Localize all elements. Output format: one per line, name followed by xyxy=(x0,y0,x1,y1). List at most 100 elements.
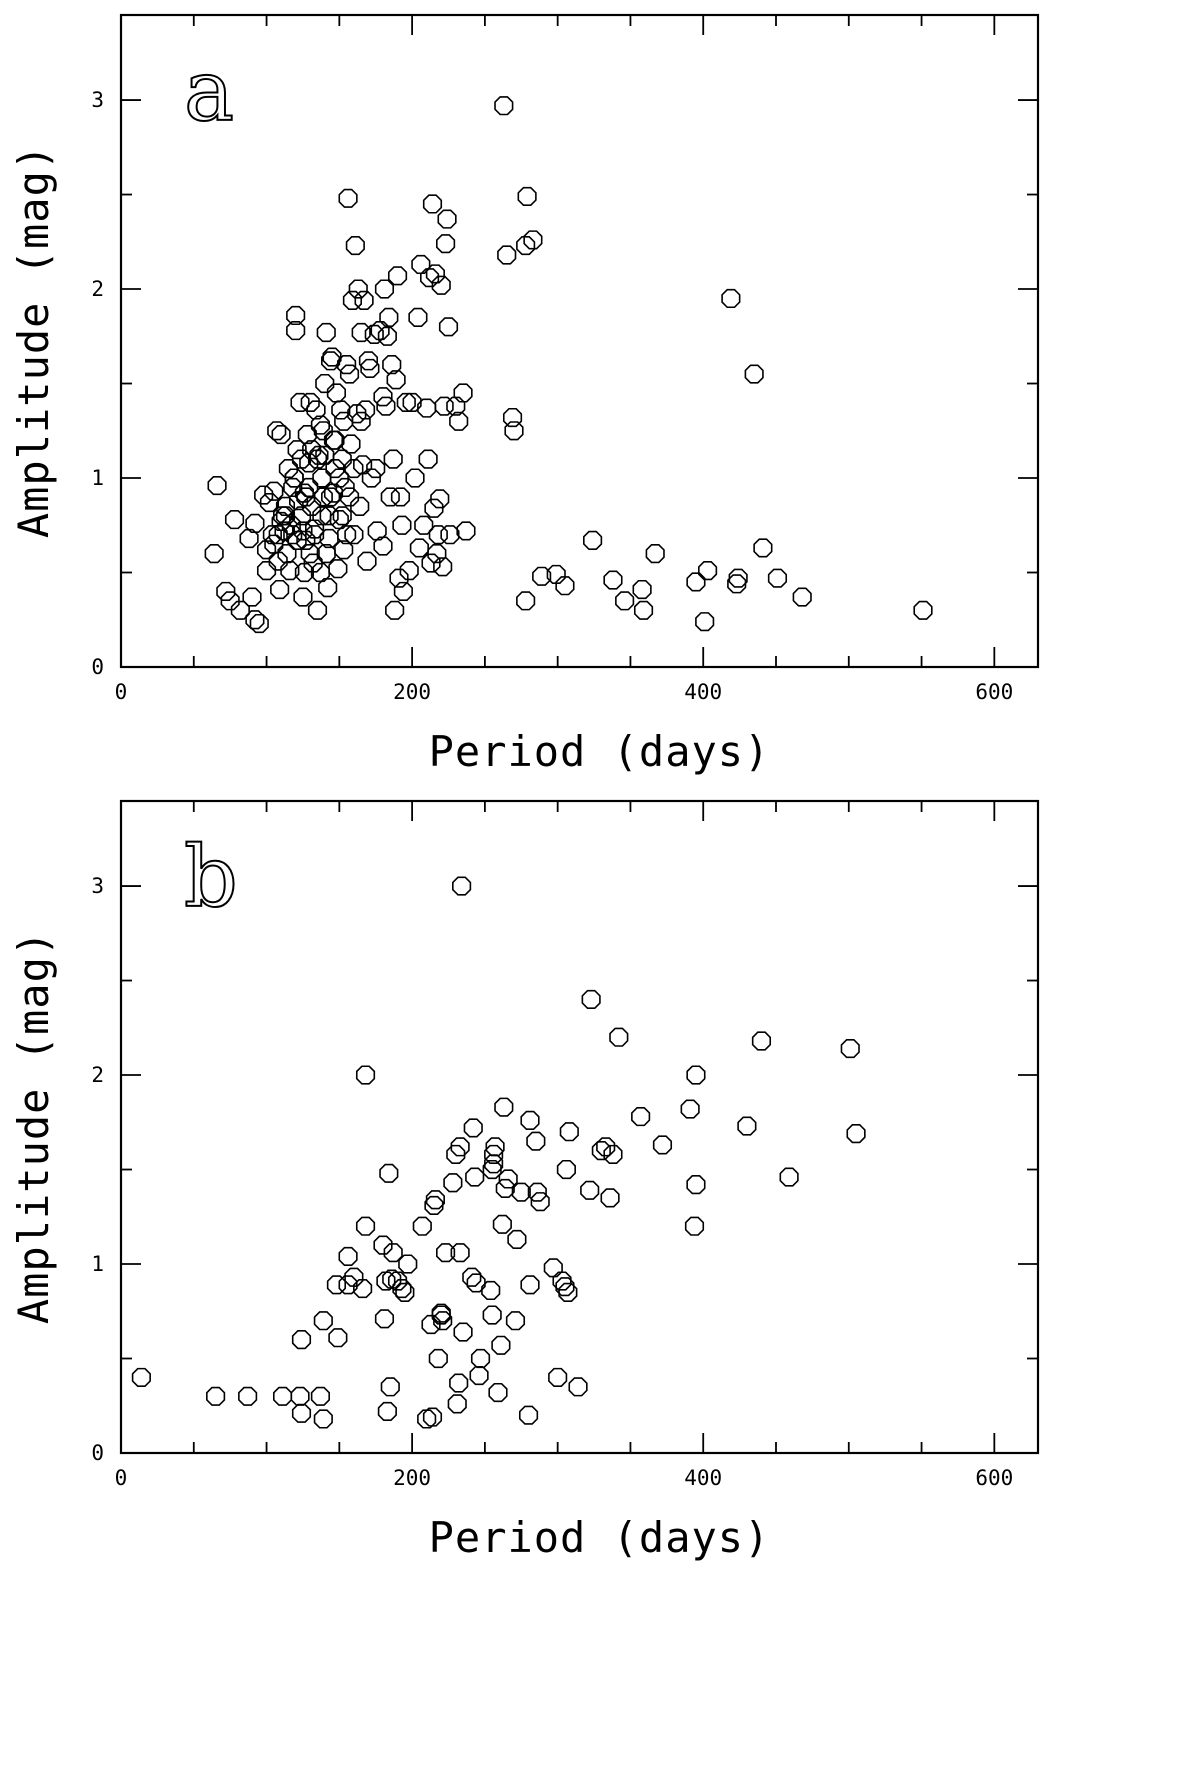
y-tick-label: 1 xyxy=(91,1252,104,1276)
data-point xyxy=(313,421,333,441)
data-point xyxy=(398,1254,418,1274)
data-point xyxy=(239,528,259,549)
data-point xyxy=(305,519,325,539)
data-point xyxy=(264,534,284,554)
data-point xyxy=(484,1144,504,1164)
data-point xyxy=(382,355,402,375)
data-point xyxy=(259,493,280,513)
data-point xyxy=(427,544,447,564)
data-point xyxy=(523,230,543,250)
data-point xyxy=(449,1373,469,1393)
data-point xyxy=(272,1386,293,1406)
data-point xyxy=(418,449,438,469)
data-point xyxy=(600,1188,620,1208)
x-tick-label: 600 xyxy=(975,680,1013,704)
data-point xyxy=(283,525,303,545)
data-point xyxy=(453,1322,473,1342)
y-tick-label: 0 xyxy=(91,655,104,679)
data-point xyxy=(387,266,408,286)
x-tick-label: 0 xyxy=(115,1466,128,1490)
data-point xyxy=(846,1124,866,1144)
data-point xyxy=(504,421,524,441)
data-point xyxy=(339,364,360,384)
data-point xyxy=(313,1409,333,1429)
x-axis-label: Period (days) xyxy=(429,1513,771,1562)
data-point xyxy=(580,1180,600,1200)
data-point xyxy=(288,491,309,511)
data-point xyxy=(447,1394,467,1414)
data-point xyxy=(452,876,472,896)
data-point xyxy=(481,1280,501,1301)
data-point xyxy=(484,1154,504,1174)
data-point xyxy=(307,600,328,620)
data-point xyxy=(482,1305,502,1325)
data-point xyxy=(492,1214,512,1234)
data-point xyxy=(264,481,284,501)
data-point xyxy=(207,475,227,496)
data-point xyxy=(631,1107,651,1127)
y-tick-label: 2 xyxy=(91,1063,104,1087)
data-point xyxy=(322,347,342,367)
data-point xyxy=(520,1110,540,1130)
data-point xyxy=(294,562,314,583)
x-tick-label: 200 xyxy=(393,1466,431,1490)
data-point xyxy=(216,581,236,601)
data-point xyxy=(299,477,319,498)
y-tick-label: 2 xyxy=(91,277,104,301)
data-point xyxy=(131,1367,151,1387)
x-tick-label: 0 xyxy=(115,680,128,704)
data-point xyxy=(543,1258,563,1278)
data-point xyxy=(355,1065,376,1085)
data-point xyxy=(485,1137,505,1157)
data-point xyxy=(310,415,330,435)
y-tick-label: 3 xyxy=(91,874,104,898)
data-point xyxy=(374,1309,395,1329)
data-point xyxy=(399,561,419,581)
data-point xyxy=(302,440,322,460)
data-point xyxy=(450,1137,470,1157)
data-point xyxy=(495,1178,515,1198)
data-point xyxy=(583,530,603,550)
data-point xyxy=(206,1386,226,1406)
data-point xyxy=(337,355,357,375)
data-point xyxy=(414,515,434,535)
data-point xyxy=(315,373,335,394)
data-point xyxy=(440,525,460,545)
data-point xyxy=(431,275,451,295)
data-point xyxy=(355,400,376,420)
data-point xyxy=(328,1328,348,1348)
data-point xyxy=(347,404,367,424)
data-point xyxy=(840,1038,860,1059)
data-point xyxy=(321,487,341,507)
data-point xyxy=(466,1273,486,1293)
data-point xyxy=(684,1216,705,1236)
data-point xyxy=(424,498,444,518)
data-point xyxy=(344,525,364,545)
data-point xyxy=(767,568,788,588)
data-point xyxy=(318,578,338,598)
data-point xyxy=(568,1377,588,1397)
data-point xyxy=(436,234,456,254)
data-point xyxy=(428,525,448,545)
x-tick-label: 600 xyxy=(975,1466,1013,1490)
data-point xyxy=(305,525,325,545)
data-point xyxy=(316,322,336,343)
data-point xyxy=(417,398,437,418)
data-point xyxy=(325,458,345,479)
data-point xyxy=(532,566,552,586)
data-point xyxy=(581,989,601,1010)
data-point xyxy=(204,544,224,564)
data-point xyxy=(316,544,336,564)
data-point xyxy=(386,370,406,390)
data-point xyxy=(425,1190,445,1210)
data-point xyxy=(284,468,304,488)
data-point xyxy=(332,506,352,526)
data-point xyxy=(325,430,345,450)
data-point xyxy=(456,521,476,541)
data-point xyxy=(245,513,265,533)
y-tick-label: 0 xyxy=(91,1441,104,1465)
data-point xyxy=(355,1216,376,1236)
data-point xyxy=(294,483,314,503)
y-tick-label: 3 xyxy=(91,88,104,112)
